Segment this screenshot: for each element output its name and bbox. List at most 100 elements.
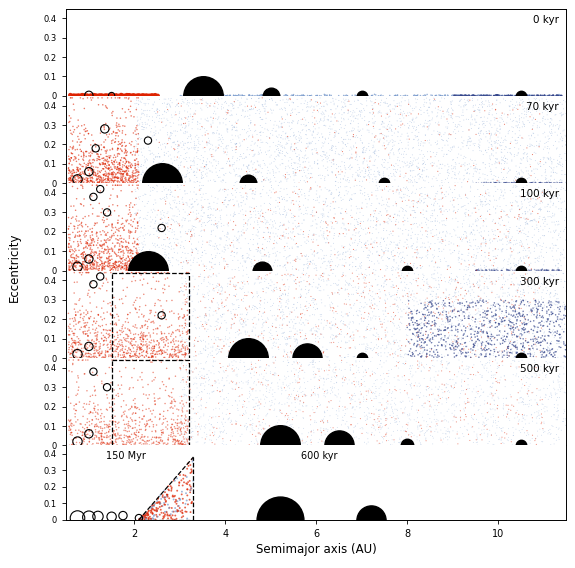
Point xyxy=(403,119,412,128)
Point xyxy=(331,315,340,324)
Point xyxy=(138,512,147,521)
Point xyxy=(337,316,346,325)
Point xyxy=(302,250,311,260)
Point xyxy=(511,307,520,316)
Point xyxy=(368,307,377,316)
Point xyxy=(156,436,165,445)
Point xyxy=(122,163,131,172)
Point xyxy=(311,370,320,379)
Point xyxy=(430,274,439,283)
Point xyxy=(274,399,283,408)
Point xyxy=(309,250,319,260)
Point xyxy=(451,313,460,322)
Point xyxy=(289,91,298,101)
Point xyxy=(90,346,99,355)
Point xyxy=(188,99,197,108)
Point xyxy=(134,96,143,105)
Point xyxy=(437,356,446,365)
Point xyxy=(534,302,543,311)
Point xyxy=(402,191,412,200)
Point xyxy=(435,218,444,227)
Point xyxy=(267,94,276,103)
Point xyxy=(147,168,156,177)
Point xyxy=(511,292,520,301)
Point xyxy=(516,91,526,101)
Point xyxy=(181,189,190,198)
Point xyxy=(298,164,308,173)
Point xyxy=(308,164,317,173)
Point xyxy=(104,163,113,172)
Point xyxy=(181,321,190,330)
Point xyxy=(257,275,266,284)
Point xyxy=(327,436,336,445)
Point xyxy=(415,194,424,203)
Point xyxy=(274,122,283,131)
Point xyxy=(404,163,413,172)
Point xyxy=(317,216,326,225)
Point xyxy=(451,340,461,349)
Point xyxy=(311,334,320,343)
Point xyxy=(554,90,564,99)
Point xyxy=(228,367,237,376)
Point xyxy=(542,171,551,180)
Point xyxy=(250,150,259,159)
Point xyxy=(286,144,295,153)
Point xyxy=(137,515,147,524)
Point xyxy=(91,325,100,335)
Point xyxy=(450,345,459,354)
Point xyxy=(485,102,494,111)
Point xyxy=(547,115,557,124)
Point xyxy=(385,411,394,420)
Point xyxy=(488,404,497,414)
Point xyxy=(174,147,183,156)
Point xyxy=(258,320,267,329)
Point xyxy=(112,263,121,272)
Point xyxy=(406,351,415,360)
Point xyxy=(83,166,93,175)
Point xyxy=(168,435,178,444)
Point xyxy=(87,336,97,345)
Point xyxy=(321,345,331,354)
Point xyxy=(298,438,307,448)
Point xyxy=(79,151,89,160)
Point xyxy=(237,227,246,236)
Point xyxy=(113,216,122,225)
Point xyxy=(125,385,134,394)
Point xyxy=(549,410,558,419)
Point xyxy=(100,160,109,169)
Point xyxy=(425,344,434,353)
Point xyxy=(278,425,287,434)
Point xyxy=(458,294,467,303)
Point xyxy=(215,249,224,258)
Point xyxy=(320,174,329,183)
Point xyxy=(501,96,510,105)
Point xyxy=(343,247,352,256)
Point xyxy=(513,123,522,132)
Point xyxy=(97,208,106,217)
Point xyxy=(465,95,474,105)
Point xyxy=(345,261,354,270)
Point xyxy=(174,204,183,214)
Point xyxy=(91,319,100,328)
Point xyxy=(504,330,513,339)
Point xyxy=(535,283,544,293)
Point xyxy=(318,247,327,256)
Point xyxy=(327,143,336,152)
Point xyxy=(521,371,530,381)
Point xyxy=(100,124,109,133)
Point xyxy=(237,125,247,134)
Point xyxy=(247,362,256,371)
Point xyxy=(182,294,191,303)
Point xyxy=(108,160,117,169)
Point xyxy=(413,233,422,243)
Point xyxy=(64,165,74,174)
Point xyxy=(143,432,152,441)
Point xyxy=(140,420,150,429)
Point xyxy=(178,419,187,428)
Point xyxy=(134,428,143,437)
Point xyxy=(258,418,267,427)
Point xyxy=(488,216,497,225)
Point xyxy=(255,398,264,407)
Point xyxy=(448,156,457,165)
Point xyxy=(209,128,218,137)
